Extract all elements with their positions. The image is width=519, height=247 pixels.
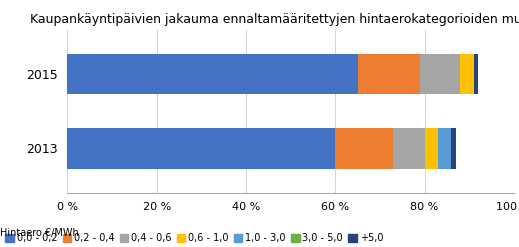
Legend: 0,0 - 0,2, 0,2 - 0,4, 0,4 - 0,6, 0,6 - 1,0, 1,0 - 3,0, 3,0 - 5,0, +5,0: 0,0 - 0,2, 0,2 - 0,4, 0,4 - 0,6, 0,6 - 1… [5,233,383,243]
Bar [425,128,438,169]
Bar [438,128,452,169]
Bar [335,128,393,169]
Bar [452,128,456,169]
Bar [67,128,335,169]
Text: Hintaero €/MWh: Hintaero €/MWh [0,228,79,238]
Bar [393,128,425,169]
Bar [358,54,420,95]
Bar [420,54,460,95]
Bar [67,54,358,95]
Bar [460,54,474,95]
Bar [474,54,478,95]
Title: Kaupankäyntipäivien jakauma ennaltamääritettyjen hintaerokategorioiden mukaan: Kaupankäyntipäivien jakauma ennaltamääri… [30,13,519,26]
